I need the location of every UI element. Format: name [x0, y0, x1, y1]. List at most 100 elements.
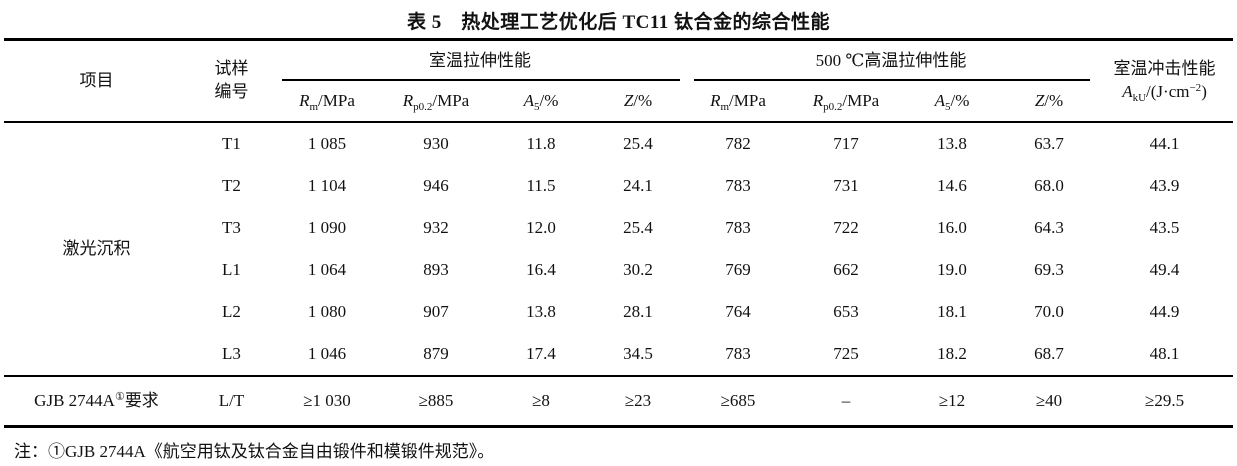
cell-value: 13.8 [937, 134, 967, 154]
cell-value: 64.3 [1034, 218, 1064, 238]
cell-value: 1 080 [307, 302, 347, 322]
cell-value: 946 [423, 176, 449, 196]
sample-id: L/T [189, 375, 274, 427]
cell-value: 18.1 [937, 302, 967, 322]
col-header-z-rt: Z/% [590, 81, 686, 123]
sample-id: T3 [222, 218, 241, 238]
cell-value: 879 [423, 344, 449, 364]
cell-value: 43.5 [1149, 218, 1180, 238]
cell-value: 63.7 [1034, 134, 1064, 154]
cell-value: 70.0 [1034, 302, 1064, 322]
cell-value: 30.2 [623, 260, 653, 280]
table-row-t2: T2 1 104 946 11.5 24.1 783 731 14.6 68.0… [4, 165, 1233, 207]
sample-header-line1: 试样 [214, 59, 249, 79]
cell-value: 24.1 [623, 176, 653, 196]
table-row-t1: 激光沉积 T1 1 085 930 11.8 25.4 782 717 13.8… [4, 122, 1233, 258]
properties-table: 项目 试样 编号 室温拉伸性能 500 ℃高温拉伸性能 室温冲击性能 AkU/(… [4, 38, 1234, 428]
cell-value: 653 [833, 302, 859, 322]
cell-value: 783 [725, 176, 751, 196]
cell-value: 43.9 [1149, 176, 1180, 196]
table-row-requirement: GJB 2744A①要求 L/T ≥1 030 ≥885 ≥8 ≥23 ≥685… [4, 375, 1234, 427]
sample-id: L3 [222, 344, 241, 364]
sample-id: L2 [222, 302, 241, 322]
cell-value: 722 [833, 218, 859, 238]
sample-id: T1 [222, 134, 241, 154]
cell-value: 48.1 [1149, 344, 1180, 364]
cell-value: ≥8 [492, 375, 590, 427]
cell-value: ≥29.5 [1096, 375, 1234, 427]
cell-value: 25.4 [623, 218, 653, 238]
cell-value: 783 [725, 218, 751, 238]
cell-value: 907 [423, 302, 449, 322]
cell-value: 69.3 [1034, 260, 1064, 280]
cell-value: ≥885 [380, 375, 492, 427]
sample-id: L1 [222, 260, 241, 280]
cell-value: 25.4 [623, 134, 653, 154]
cell-value: ≥23 [590, 375, 686, 427]
cell-value: 769 [725, 260, 751, 280]
table-row-l3: L3 1 046 879 17.4 34.5 783 725 18.2 68.7… [4, 333, 1233, 376]
cell-value: 49.4 [1149, 260, 1180, 280]
table-row-t3: T3 1 090 932 12.0 25.4 783 722 16.0 64.3… [4, 207, 1233, 249]
impact-header-title: 室温冲击性能 [1113, 59, 1216, 79]
cell-value: 725 [833, 344, 859, 364]
cell-value: 782 [725, 134, 751, 154]
cell-value: 662 [833, 260, 859, 280]
cell-value: 14.6 [937, 176, 967, 196]
cell-value: ≥685 [686, 375, 790, 427]
cell-value: 893 [423, 260, 449, 280]
col-header-z-ht: Z/% [1002, 81, 1097, 123]
col-header-a5-ht: A5/% [902, 81, 1002, 123]
table-row-l2: L2 1 080 907 13.8 28.1 764 653 18.1 70.0… [4, 291, 1233, 333]
cell-value: 68.0 [1034, 176, 1064, 196]
cell-value: 1 090 [307, 218, 347, 238]
header-row-subcolumns: Rm/MPa Rp0.2/MPa A5/% Z/% Rm/MPa Rp0.2/M… [4, 81, 1233, 123]
cell-value: 1 064 [307, 260, 347, 280]
col-header-a5-rt: A5/% [492, 81, 590, 123]
cell-value: 13.8 [526, 302, 556, 322]
cell-value: 1 046 [307, 344, 347, 364]
cell-value: 1 085 [307, 134, 347, 154]
cell-value: 68.7 [1034, 344, 1064, 364]
sample-id: T2 [222, 176, 241, 196]
cell-value: 19.0 [937, 260, 967, 280]
col-header-project: 项目 [4, 39, 189, 123]
cell-value: 28.1 [623, 302, 653, 322]
col-header-impact: 室温冲击性能 AkU/(J·cm−2) [1096, 39, 1234, 123]
sample-header-line2: 编号 [214, 82, 249, 101]
cell-value: ≥12 [902, 375, 1002, 427]
cell-value: 932 [423, 218, 449, 238]
col-header-sample-no: 试样 编号 [189, 39, 274, 123]
cell-value: 16.4 [526, 260, 556, 280]
cell-value: 34.5 [623, 344, 653, 364]
requirement-label: GJB 2744A①要求 [4, 375, 189, 427]
impact-header-symbol: AkU/(J·cm−2) [1122, 82, 1207, 104]
cell-value: 731 [833, 176, 859, 196]
col-header-rp02-rt: Rp0.2/MPa [380, 81, 492, 123]
cell-value: 11.8 [526, 134, 556, 154]
table-title: 表 5 热处理工艺优化后 TC11 钛合金的综合性能 [406, 12, 831, 33]
table-row-l1: L1 1 064 893 16.4 30.2 769 662 19.0 69.3… [4, 249, 1233, 291]
project-group-label: 激光沉积 [62, 239, 131, 259]
group-header-room-temp-tensile: 室温拉伸性能 [274, 40, 686, 82]
cell-value: ≥40 [1002, 375, 1097, 427]
cell-value: 764 [725, 302, 751, 322]
cell-value: 44.9 [1149, 302, 1180, 322]
col-header-rm-ht: Rm/MPa [686, 81, 790, 123]
col-header-rp02-ht: Rp0.2/MPa [790, 81, 902, 123]
group-header-500c-tensile: 500 ℃高温拉伸性能 [686, 40, 1096, 82]
cell-value: 783 [725, 344, 751, 364]
cell-value: 44.1 [1149, 134, 1180, 154]
cell-value: 11.5 [526, 176, 556, 196]
cell-value: 717 [833, 134, 859, 154]
cell-value: 16.0 [937, 218, 967, 238]
header-row-groups: 项目 试样 编号 室温拉伸性能 500 ℃高温拉伸性能 室温冲击性能 AkU/(… [4, 39, 1234, 123]
cell-value: ≥1 030 [274, 375, 380, 427]
table-footnote: 注：①GJB 2744A《航空用钛及钛合金自由锻件和模锻件规范》。 [14, 442, 495, 461]
col-header-rm-rt: Rm/MPa [274, 81, 380, 123]
cell-value: 930 [423, 134, 449, 154]
cell-value: 12.0 [526, 218, 556, 238]
cell-value: 1 104 [307, 176, 347, 196]
cell-value: 18.2 [937, 344, 967, 364]
